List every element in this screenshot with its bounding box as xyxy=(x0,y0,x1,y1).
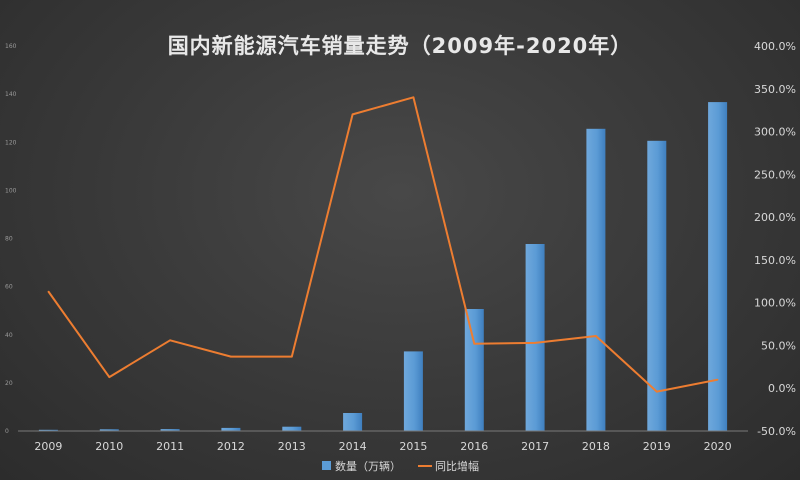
bar-2013 xyxy=(282,426,302,431)
x-tick-label: 2020 xyxy=(704,440,732,453)
growth-point-2019 xyxy=(656,390,658,393)
y-left-tick-label: 160 xyxy=(5,43,17,50)
x-tick-label: 2013 xyxy=(278,440,306,453)
bar-2020 xyxy=(708,102,728,431)
x-tick-label: 2012 xyxy=(217,440,245,453)
bar-series-group xyxy=(38,102,728,432)
x-tick-label: 2014 xyxy=(339,440,367,453)
bar-2012 xyxy=(221,427,241,431)
growth-point-2018 xyxy=(595,335,597,337)
y-left-tick-label: 20 xyxy=(5,380,13,387)
y-right-tick-label: 50.0% xyxy=(761,339,796,352)
legend-swatch-bar xyxy=(322,461,331,470)
y-right-tick-label: 250.0% xyxy=(754,168,796,181)
growth-point-2009 xyxy=(47,290,50,293)
y-left-tick-label: 0 xyxy=(5,428,9,435)
y-right-tick-label: 0.0% xyxy=(768,382,796,395)
growth-point-2016 xyxy=(473,342,476,345)
bar-2014 xyxy=(343,413,363,431)
bar-2018 xyxy=(586,128,606,432)
chart-title: 国内新能源汽车销量走势（2009年-2020年） xyxy=(167,34,633,58)
legend-label-bar: 数量（万辆） xyxy=(335,459,401,473)
axes-group: 2009 2010 2011 2012 2013 2014 2015 2016 2017 2018… xyxy=(5,40,796,453)
y-left-tick-label: 60 xyxy=(5,284,13,291)
y-right-tick-label: 150.0% xyxy=(754,254,796,267)
growth-point-2020 xyxy=(716,378,719,381)
legend: 数量（万辆） 同比增幅 xyxy=(322,459,479,473)
y-left-tick-label: 140 xyxy=(5,91,17,98)
y-right-tick-label: 200.0% xyxy=(754,211,796,224)
growth-point-2014 xyxy=(351,113,354,116)
bar-2010 xyxy=(99,429,119,431)
x-tick-label: 2010 xyxy=(95,440,123,453)
line-series-group xyxy=(47,96,719,393)
bar-2019 xyxy=(647,140,667,432)
bar-2015 xyxy=(403,351,423,431)
growth-point-2011 xyxy=(169,339,171,342)
growth-point-2017 xyxy=(534,342,536,344)
growth-point-2013 xyxy=(291,355,293,358)
legend-label-line: 同比增幅 xyxy=(435,459,479,473)
y-left-tick-label: 80 xyxy=(5,236,13,243)
x-tick-label: 2019 xyxy=(643,440,671,453)
y-left-tick-label: 120 xyxy=(5,139,17,146)
y-left-tick-label: 100 xyxy=(5,187,17,194)
growth-point-2012 xyxy=(230,355,232,358)
y-right-tick-label: 100.0% xyxy=(754,297,796,310)
y-right-tick-label: 300.0% xyxy=(754,126,796,139)
x-tick-label: 2009 xyxy=(34,440,62,453)
y-right-tick-label: -50.0% xyxy=(757,425,796,438)
y-right-tick-label: 400.0% xyxy=(754,40,796,53)
bar-2016 xyxy=(464,309,484,431)
bar-2009 xyxy=(38,429,58,431)
x-tick-label: 2015 xyxy=(399,440,427,453)
x-tick-label: 2016 xyxy=(460,440,488,453)
growth-point-2015 xyxy=(412,96,415,99)
growth-point-2010 xyxy=(108,376,111,378)
y-right-tick-label: 350.0% xyxy=(754,83,796,96)
x-tick-label: 2011 xyxy=(156,440,184,453)
y-left-tick-label: 40 xyxy=(5,332,13,339)
x-tick-label: 2018 xyxy=(582,440,610,453)
bar-2017 xyxy=(525,244,545,431)
growth-line xyxy=(47,96,718,393)
x-tick-label: 2017 xyxy=(521,440,549,453)
bar-2011 xyxy=(160,429,180,431)
